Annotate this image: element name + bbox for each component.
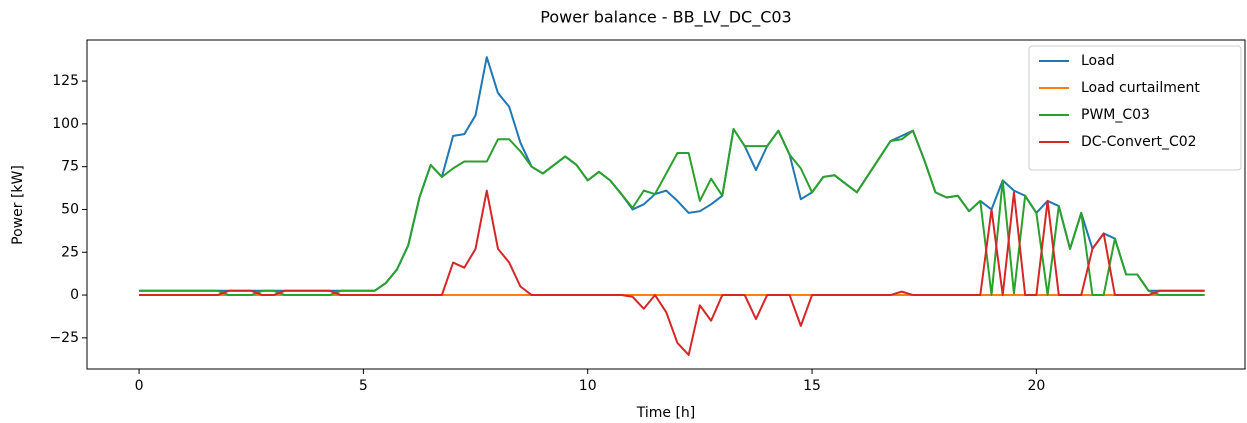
x-tick-label: 5	[359, 378, 368, 394]
x-tick-label: 10	[579, 378, 597, 394]
chart-title: Power balance - BB_LV_DC_C03	[540, 8, 791, 28]
x-tick-label: 0	[135, 378, 144, 394]
y-tick-label: −25	[49, 330, 79, 346]
legend-label: Load curtailment	[1081, 80, 1200, 96]
x-axis-label: Time [h]	[636, 405, 696, 421]
y-tick-label: 25	[61, 244, 79, 260]
y-tick-label: 50	[61, 201, 79, 217]
y-tick-label: 75	[61, 159, 79, 175]
y-tick-label: 125	[52, 73, 79, 89]
legend-label: PWM_C03	[1081, 107, 1150, 123]
y-tick-label: 100	[52, 116, 79, 132]
x-tick-label: 20	[1027, 378, 1045, 394]
legend-label: DC-Convert_C02	[1081, 134, 1197, 150]
plot-frame	[86, 39, 1246, 370]
legend-label: Load	[1081, 53, 1115, 69]
y-tick-label: 0	[70, 287, 79, 303]
legend-box	[1028, 45, 1242, 171]
y-axis-label: Power [kW]	[10, 165, 26, 245]
series-line	[139, 189, 1205, 356]
series-line	[139, 128, 1205, 297]
x-tick-label: 15	[803, 378, 821, 394]
